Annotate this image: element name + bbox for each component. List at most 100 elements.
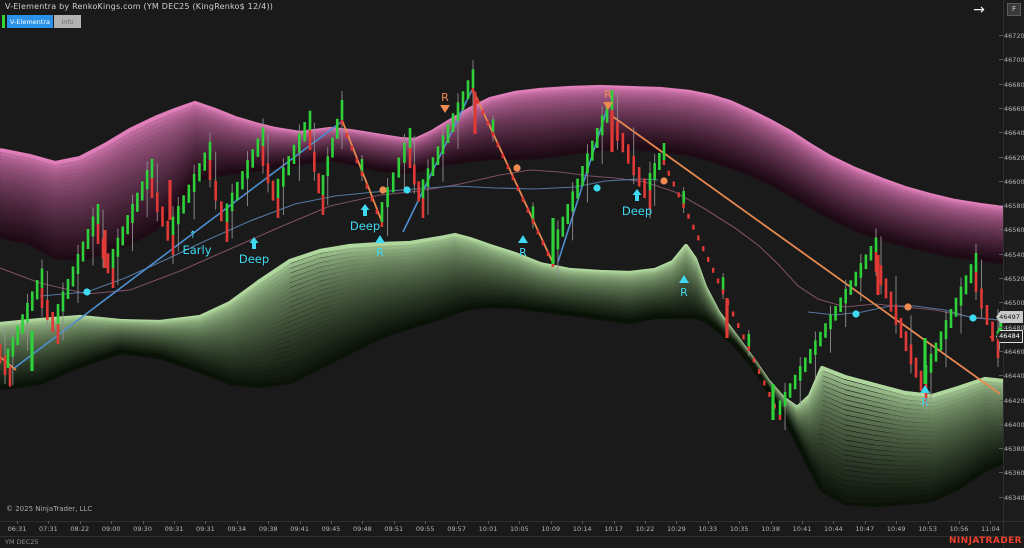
candle-body-down: [874, 252, 878, 272]
candle-body-up: [999, 323, 1003, 330]
candle-body-down: [980, 288, 983, 309]
candle-body-down: [996, 338, 1000, 358]
orange-signal-dot: [379, 186, 387, 194]
price-label: 46340: [1004, 493, 1024, 502]
candle-body-down: [516, 185, 520, 191]
time-tick: [236, 521, 238, 524]
time-label: 09:41: [290, 525, 309, 533]
candle-body-up: [944, 320, 948, 340]
price-tick: [999, 423, 1003, 425]
candle-body-up: [426, 168, 430, 187]
candle-body-down: [773, 403, 776, 409]
candle-body-up: [969, 264, 973, 284]
tall-candle-body: [551, 218, 555, 264]
candle-body-up: [456, 102, 460, 121]
candle-body-up: [747, 334, 751, 348]
ninjatrader-logo: NINJATRADER: [948, 536, 1022, 546]
up-trend-line[interactable]: [12, 121, 342, 370]
time-label: 11:04: [981, 525, 1000, 533]
time-tick: [142, 521, 144, 524]
candle-body-down: [899, 318, 903, 338]
candle-body-down: [914, 357, 918, 378]
candle-body-up: [203, 152, 207, 171]
price-tick: [999, 107, 1003, 109]
candle-body-up: [793, 374, 797, 390]
candle-body-down: [380, 222, 384, 227]
candle-body-up: [30, 291, 34, 311]
volatility-band-layer: [0, 136, 1003, 256]
candle-body-up: [246, 160, 249, 179]
candle-body-up: [974, 252, 978, 272]
candle-body-up: [276, 178, 280, 198]
time-tick: [488, 521, 489, 524]
price-tick: [999, 399, 1003, 401]
candle-body-up: [391, 172, 395, 193]
tall-candle-body: [923, 338, 927, 384]
candle-body-up: [386, 187, 389, 208]
time-label: 09:38: [258, 525, 278, 533]
candle-body-down: [752, 357, 756, 363]
reversal-up-triangle-icon: [518, 235, 528, 243]
tab-v-elementra[interactable]: V-Elementra: [7, 15, 53, 28]
price-label: 46440: [1004, 372, 1024, 381]
favorites-button[interactable]: F: [1007, 3, 1021, 16]
candle-body-up: [788, 383, 792, 398]
candle-body-down: [271, 180, 275, 201]
candle-body-down: [667, 170, 671, 176]
candle-body-up: [934, 342, 938, 362]
candle-body-down: [692, 224, 695, 230]
tall-candle-body: [30, 331, 34, 371]
time-tick: [582, 521, 584, 524]
tall-candle-body: [103, 230, 107, 268]
candle-body-up: [491, 119, 495, 134]
candle-body-up: [954, 297, 958, 317]
candle-body-up: [929, 353, 933, 373]
volatility-band-layer: [0, 133, 1003, 254]
candle-body-up: [61, 291, 65, 312]
price-label: 46680: [1004, 80, 1024, 89]
candle-body-down: [521, 196, 525, 202]
candle-body-down: [161, 206, 164, 227]
candle-body-down: [350, 145, 354, 151]
candle-body-up: [282, 167, 285, 187]
candle-body-up: [187, 184, 191, 203]
candle-body-up: [581, 166, 584, 186]
candle-body-up: [292, 144, 296, 164]
time-tick: [174, 521, 175, 524]
candle-body-up: [964, 275, 968, 295]
candle-body-down: [648, 190, 652, 210]
time-label: 10:47: [855, 525, 875, 533]
candle-body-up: [803, 357, 807, 373]
price-direction-tick: [989, 334, 994, 340]
price-tick: [999, 156, 1003, 158]
candle-body-down: [702, 246, 705, 252]
candle-body-down: [716, 278, 720, 284]
price-tick: [999, 496, 1003, 498]
candle-body-up: [408, 128, 412, 148]
candle-body-up: [321, 175, 325, 195]
time-label: 06:31: [7, 525, 27, 533]
candle-body-down: [985, 305, 989, 325]
candle-body-up: [874, 237, 878, 252]
price-label: 46500: [1004, 299, 1024, 308]
candle-body-up: [251, 149, 255, 168]
time-tick: [205, 521, 207, 524]
candle-body-down: [214, 180, 217, 201]
signal-label: R: [441, 91, 449, 104]
price-tick: [999, 229, 1003, 231]
cyan-signal-dot: [969, 314, 977, 322]
candle-body-up: [436, 146, 440, 165]
candle-body-up: [595, 128, 599, 148]
price-chart-canvas[interactable]: R R R R R R Deep Deep Deep ↑ Early: [0, 0, 1003, 521]
candle-body-up: [256, 138, 260, 157]
candle-body-up: [111, 248, 115, 268]
price-label: 46660: [1004, 104, 1024, 113]
candle-body-down: [672, 181, 675, 187]
volatility-band-layer: [0, 141, 1003, 260]
price-label: 46700: [1004, 56, 1024, 65]
deep-up-arrow-icon: [632, 189, 642, 201]
candle-body-up: [824, 323, 827, 338]
tab-info[interactable]: Info: [54, 15, 81, 28]
price-axis[interactable]: [1003, 0, 1024, 548]
pan-right-arrow-icon[interactable]: →: [973, 2, 985, 18]
